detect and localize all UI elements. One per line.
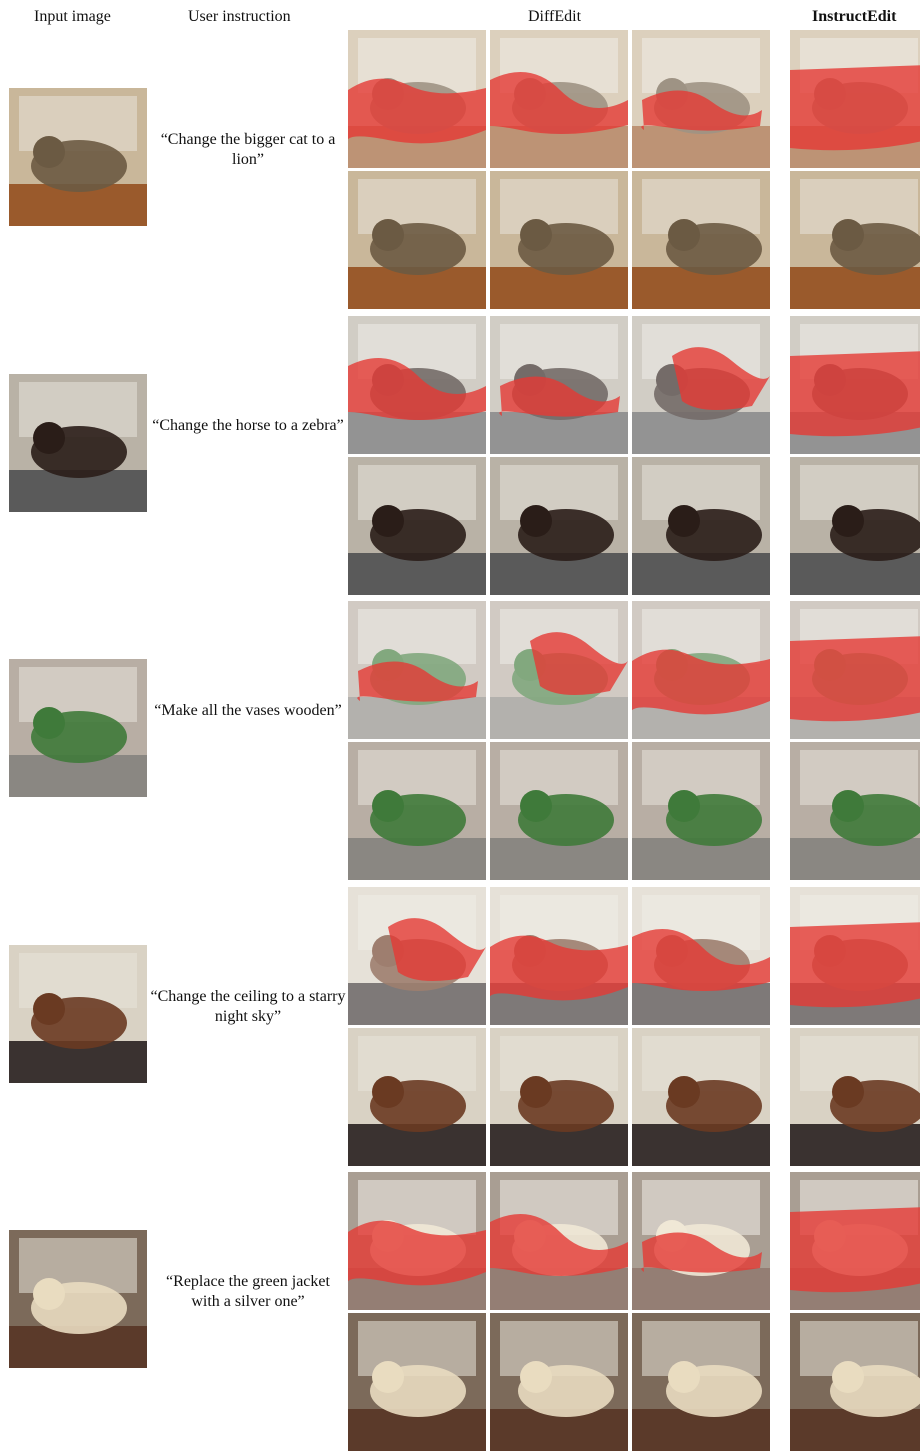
instructedit-mask (790, 1172, 920, 1310)
diffedit-result (490, 1028, 628, 1166)
diffedit-mask (348, 887, 486, 1025)
result-row: “Replace the green jacket with a silver … (0, 1172, 920, 1452)
result-row: “Change the bigger cat to a lion” (0, 30, 920, 310)
instructedit-mask (790, 30, 920, 168)
instructedit-result (790, 1028, 920, 1166)
diffedit-mask (490, 601, 628, 739)
diffedit-result (348, 1028, 486, 1166)
user-instruction-text: “Replace the green jacket with a silver … (166, 1273, 330, 1310)
result-row: “Make all the vases wooden” (0, 601, 920, 881)
diffedit-mask (632, 601, 770, 739)
diffedit-mask (348, 316, 486, 454)
diffedit-result (348, 742, 486, 880)
input-image-vases-scene (9, 659, 147, 797)
input-image-cat-scene (9, 88, 147, 226)
input-image-bear-scene (9, 1230, 147, 1368)
diffedit-result (632, 457, 770, 595)
diffedit-mask (490, 30, 628, 168)
user-instruction-text: “Change the ceiling to a starry night sk… (150, 988, 346, 1025)
diffedit-result (348, 457, 486, 595)
header-diffedit: DiffEdit (528, 8, 582, 25)
diffedit-result (490, 171, 628, 309)
diffedit-result (490, 742, 628, 880)
diffedit-result (490, 1313, 628, 1451)
diffedit-result (348, 1313, 486, 1451)
diffedit-mask (490, 1172, 628, 1310)
instructedit-result (790, 171, 920, 309)
user-instruction-text: “Change the bigger cat to a lion” (160, 131, 336, 168)
diffedit-mask (632, 30, 770, 168)
diffedit-result (632, 1313, 770, 1451)
result-row: “Change the ceiling to a starry night sk… (0, 887, 920, 1167)
header-input-image: Input image (34, 8, 111, 25)
diffedit-result (632, 171, 770, 309)
diffedit-mask (632, 1172, 770, 1310)
diffedit-mask (632, 887, 770, 1025)
diffedit-mask (490, 887, 628, 1025)
diffedit-mask (490, 316, 628, 454)
header-user-instruction: User instruction (188, 8, 291, 25)
user-instruction-text: “Make all the vases wooden” (154, 702, 342, 719)
instructedit-mask (790, 887, 920, 1025)
input-image-horse-scene (9, 374, 147, 512)
diffedit-result (348, 171, 486, 309)
instructedit-result (790, 1313, 920, 1451)
instructedit-mask (790, 601, 920, 739)
diffedit-mask (348, 601, 486, 739)
header-instructedit: InstructEdit (812, 8, 897, 25)
instructedit-result (790, 457, 920, 595)
diffedit-result (632, 742, 770, 880)
diffedit-mask (348, 1172, 486, 1310)
input-image-kitchen-scene (9, 945, 147, 1083)
user-instruction-text: “Change the horse to a zebra” (152, 417, 344, 434)
instructedit-mask (790, 316, 920, 454)
diffedit-result (490, 457, 628, 595)
diffedit-mask (632, 316, 770, 454)
result-row: “Change the horse to a zebra” (0, 316, 920, 596)
diffedit-result (632, 1028, 770, 1166)
instructedit-result (790, 742, 920, 880)
diffedit-mask (348, 30, 486, 168)
